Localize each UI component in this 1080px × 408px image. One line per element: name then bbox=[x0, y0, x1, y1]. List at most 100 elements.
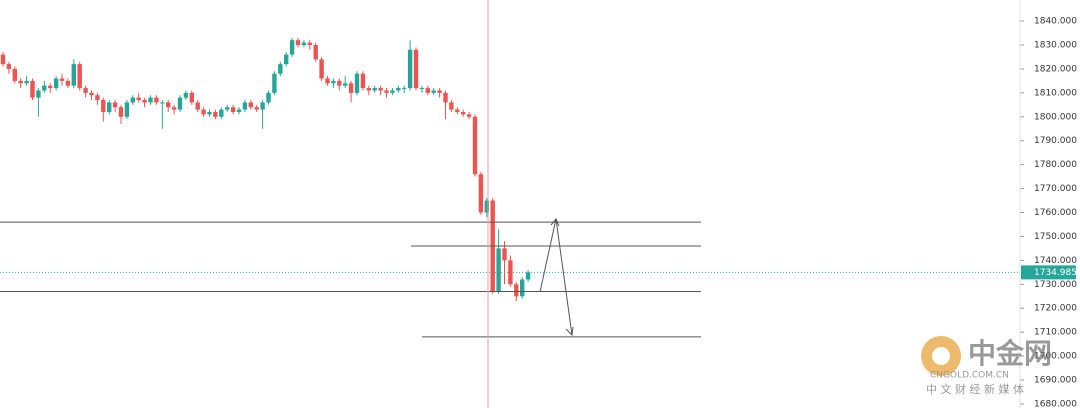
candle-body bbox=[449, 102, 454, 110]
level-lines bbox=[0, 221, 701, 338]
watermark-domain: CNGOLD.COM.CN bbox=[930, 371, 1009, 381]
y-tick-label: 1800.000 bbox=[1034, 112, 1077, 122]
candle-body bbox=[278, 64, 283, 74]
candle-body bbox=[331, 80, 336, 84]
candle-body bbox=[225, 107, 230, 110]
y-tick-label: 1830.000 bbox=[1034, 40, 1077, 50]
candle-body bbox=[384, 90, 389, 93]
candle-body bbox=[472, 116, 478, 175]
candle-body bbox=[230, 107, 236, 112]
candle-body bbox=[18, 80, 23, 84]
candle-body bbox=[83, 88, 88, 93]
candle-body bbox=[42, 85, 47, 91]
candle-body bbox=[154, 97, 159, 103]
candle-body bbox=[118, 107, 124, 117]
candles bbox=[0, 37, 531, 302]
candle-body bbox=[195, 102, 200, 110]
candle-body bbox=[254, 107, 259, 110]
candle-body bbox=[148, 97, 153, 103]
y-tick-label: 1710.000 bbox=[1034, 328, 1077, 338]
candle-body bbox=[360, 73, 366, 89]
candle-body bbox=[437, 90, 442, 93]
y-tick-label: 1750.000 bbox=[1034, 232, 1077, 242]
candle-body bbox=[301, 42, 307, 45]
candle-body bbox=[366, 88, 371, 91]
candle-body bbox=[502, 248, 507, 261]
candle-body bbox=[396, 88, 401, 91]
candle-body bbox=[236, 109, 242, 112]
candle-body bbox=[177, 97, 183, 110]
candle-body bbox=[319, 59, 324, 79]
candle-body bbox=[59, 78, 65, 81]
candle-body bbox=[95, 95, 100, 101]
y-tick-label: 1810.000 bbox=[1034, 88, 1077, 98]
candle-body bbox=[390, 90, 395, 93]
candle-body bbox=[6, 64, 12, 69]
candle-body bbox=[142, 100, 147, 103]
y-tick-label: 1840.000 bbox=[1034, 17, 1077, 27]
y-tick-label: 1680.000 bbox=[1034, 399, 1077, 408]
candle-body bbox=[207, 111, 212, 115]
candle-body bbox=[455, 109, 460, 112]
candle-body bbox=[65, 80, 71, 86]
candle-body bbox=[337, 80, 342, 86]
candle-body bbox=[496, 248, 501, 292]
candle-body bbox=[425, 88, 430, 93]
candle-body bbox=[289, 40, 295, 55]
projection-arrows bbox=[539, 218, 574, 337]
candle-body bbox=[136, 97, 141, 101]
candle-body bbox=[12, 68, 17, 81]
candle-body bbox=[348, 83, 354, 93]
candle-body bbox=[378, 88, 383, 91]
last-price-label: 1734.985 bbox=[1034, 268, 1077, 278]
candle-body bbox=[30, 80, 35, 98]
candle-body bbox=[407, 49, 413, 89]
candle-body bbox=[343, 83, 348, 86]
candle-body bbox=[219, 109, 224, 117]
candle-body bbox=[36, 90, 41, 98]
candle-body bbox=[514, 284, 519, 297]
candle-body bbox=[466, 114, 472, 117]
candle-body bbox=[183, 92, 189, 98]
y-tick-label: 1770.000 bbox=[1034, 184, 1077, 194]
watermark-name: 中金网 bbox=[968, 337, 1052, 370]
candle-body bbox=[89, 92, 94, 96]
y-tick-label: 1760.000 bbox=[1034, 208, 1077, 218]
y-tick-label: 1700.000 bbox=[1034, 352, 1077, 362]
candle-body bbox=[0, 54, 6, 65]
candle-body bbox=[260, 102, 265, 110]
candle-body bbox=[508, 260, 513, 285]
candle-body bbox=[171, 107, 177, 110]
candle-body bbox=[213, 111, 218, 117]
candle-body bbox=[71, 64, 76, 86]
candle-body bbox=[166, 102, 171, 108]
watermark-logo-inner bbox=[932, 347, 950, 365]
candle-body bbox=[242, 102, 248, 110]
last-price-box bbox=[1021, 265, 1076, 280]
candle-body bbox=[402, 88, 407, 90]
y-tick-label: 1690.000 bbox=[1034, 376, 1077, 386]
candle-body bbox=[53, 78, 59, 89]
candle-body bbox=[160, 102, 165, 104]
candle-body bbox=[431, 90, 436, 93]
y-tick-label: 1790.000 bbox=[1034, 136, 1077, 146]
candle-body bbox=[307, 42, 312, 45]
candle-body bbox=[124, 102, 130, 117]
candle-body bbox=[130, 97, 135, 103]
candle-body bbox=[107, 102, 112, 112]
candle-body bbox=[461, 111, 466, 115]
candle-body bbox=[484, 200, 489, 213]
candle-body bbox=[520, 279, 525, 297]
candle-body bbox=[266, 92, 271, 103]
candle-body bbox=[372, 88, 377, 91]
watermark: 中金网 CNGOLD.COM.CN 中 文 财 经 新 媒 体 bbox=[921, 336, 1052, 396]
candle-body bbox=[419, 88, 425, 90]
candle-body bbox=[24, 80, 29, 84]
candle-body bbox=[189, 92, 194, 103]
watermark-slogan: 中 文 财 经 新 媒 体 bbox=[926, 382, 1024, 396]
candle-body bbox=[354, 73, 360, 93]
candle-body bbox=[313, 44, 318, 60]
candle-body bbox=[525, 272, 531, 280]
y-axis: 1680.000 1690.000 1700.000 1710.000 1720.000… bbox=[1020, 0, 1077, 408]
candle-body bbox=[295, 40, 301, 45]
